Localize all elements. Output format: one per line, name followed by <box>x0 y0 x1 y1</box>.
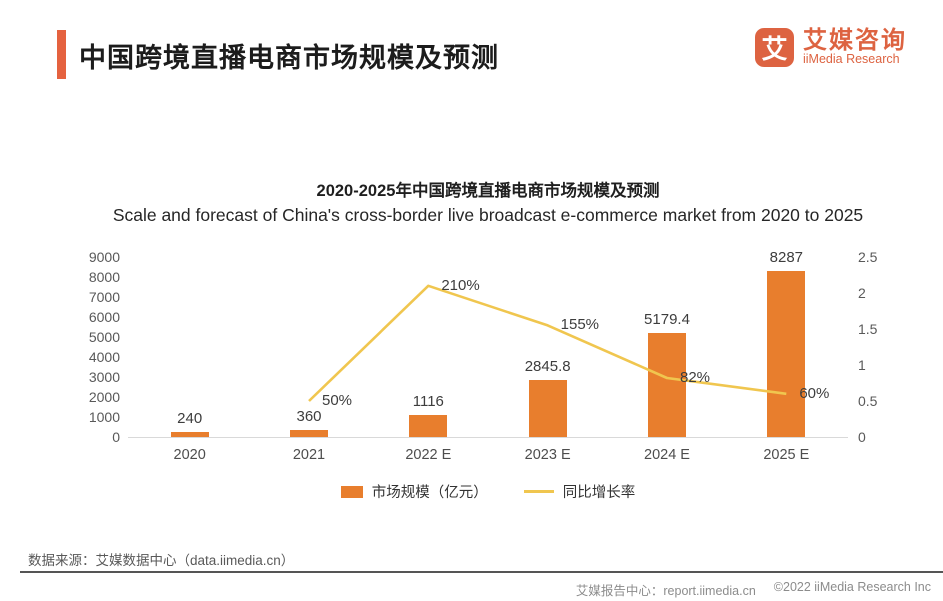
left-axis-tick: 7000 <box>88 289 120 305</box>
left-axis-tick: 6000 <box>88 309 120 325</box>
brand-logo: 艾 艾媒咨询 iiMedia Research <box>755 28 907 67</box>
logo-name-cn: 艾媒咨询 <box>803 27 907 55</box>
chart-subtitle: Scale and forecast of China's cross-bord… <box>112 205 864 225</box>
bar-value-label: 240 <box>177 410 203 428</box>
growth-rate-label: 82% <box>680 368 711 386</box>
footer-divider <box>20 571 943 573</box>
bar-legend-swatch <box>340 485 363 498</box>
page-title: 中国跨境直播电商市场规模及预测 <box>79 43 499 73</box>
left-axis-tick: 4000 <box>88 349 120 365</box>
iimedia-logo-icon: 艾 <box>755 28 794 67</box>
growth-rate-label: 210% <box>441 276 480 294</box>
growth-rate-label: 155% <box>560 316 600 334</box>
bar <box>170 432 209 437</box>
combo-chart: 0 1000 2000 3000 4000 5000 6000 7000 8000 9000 0 0.… <box>89 249 878 463</box>
bar-value-label: 8287 <box>769 249 804 267</box>
line-legend-label: 同比增长率 <box>562 485 636 501</box>
growth-rate-line <box>308 284 787 402</box>
bar-value-label: 360 <box>296 407 322 425</box>
x-axis-label: 2025 E <box>763 447 810 463</box>
x-axis-label: 2021 <box>292 447 326 463</box>
logo-name-en: iiMedia Research <box>803 52 900 67</box>
line-legend-swatch <box>523 490 554 493</box>
growth-rate-polyline <box>308 284 787 402</box>
bar-legend-label: 市场规模（亿元） <box>371 485 488 501</box>
left-axis-tick: 2000 <box>88 389 120 405</box>
logo-text: 艾媒咨询 iiMedia Research <box>803 28 907 67</box>
x-axis-baseline <box>128 437 848 438</box>
x-axis-label: 2023 E <box>524 447 571 463</box>
left-axis-tick: 5000 <box>88 329 120 345</box>
right-axis-tick: 0.5 <box>858 393 878 409</box>
bar-value-label: 1116 <box>412 392 444 410</box>
title-accent-bar <box>57 30 66 79</box>
left-axis-tick: 0 <box>112 429 120 445</box>
right-axis-tick: 2.5 <box>858 249 878 265</box>
bar <box>409 414 448 437</box>
report-center-text: 艾媒报告中心：report.iimedia.cn <box>575 584 756 598</box>
right-axis-tick: 2 <box>858 285 866 301</box>
growth-rate-label: 60% <box>799 384 830 402</box>
bar-value-label: 2845.8 <box>524 358 571 376</box>
chart-legend: 市场规模（亿元） 同比增长率 <box>130 481 846 502</box>
x-axis-label: 2020 <box>173 447 206 463</box>
x-axis-label: 2022 E <box>405 447 452 463</box>
left-axis-tick: 3000 <box>88 369 120 385</box>
growth-rate-label: 50% <box>322 392 353 409</box>
logo-icon-glyph: 艾 <box>761 34 788 64</box>
data-source-note: 数据来源：艾媒数据中心（data.iimedia.cn） <box>28 553 295 568</box>
bar-value-label: 5179.4 <box>644 311 690 329</box>
bar <box>290 429 328 437</box>
bar <box>648 333 686 437</box>
x-axis-label: 2024 E <box>644 447 690 463</box>
right-axis-tick: 1 <box>858 357 866 373</box>
bar <box>528 380 567 437</box>
copyright-text: ©2022 iiMedia Research Inc <box>773 580 931 594</box>
left-axis-tick: 9000 <box>88 249 120 265</box>
right-axis-tick: 0 <box>858 429 866 445</box>
bar <box>767 271 806 437</box>
right-axis-tick: 1.5 <box>858 321 878 337</box>
chart-title: 2020-2025年中国跨境直播电商市场规模及预测 <box>316 182 660 200</box>
left-axis-tick: 1000 <box>88 409 120 425</box>
footer-bar: 艾媒报告中心：report.iimedia.cn ©2022 iiMedia R… <box>576 580 931 599</box>
left-axis-tick: 8000 <box>88 269 120 285</box>
